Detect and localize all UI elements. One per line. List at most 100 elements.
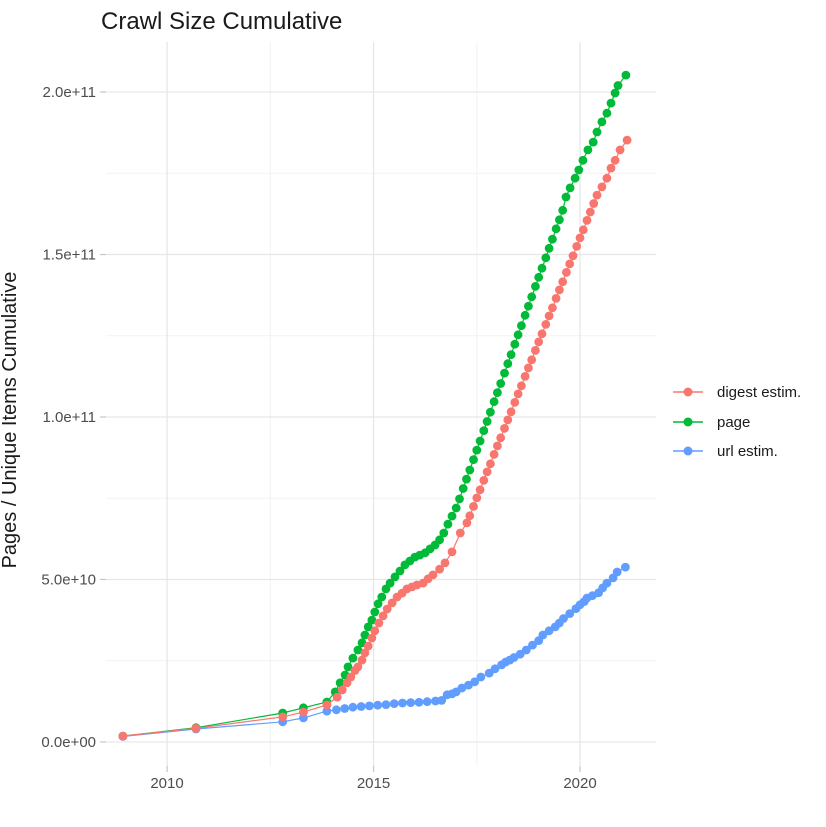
data-point [406, 698, 416, 707]
data-point [602, 173, 612, 183]
data-point [558, 205, 568, 215]
data-point [482, 467, 492, 477]
data-point [335, 678, 345, 688]
data-point [597, 182, 607, 192]
data-point [373, 700, 383, 710]
legend-item-digest-estim: digest estim. [673, 384, 801, 401]
data-point [447, 547, 457, 557]
data-point [363, 622, 373, 632]
data-point [500, 368, 509, 378]
data-point [583, 145, 593, 155]
data-point [439, 528, 449, 538]
data-point [470, 677, 480, 687]
data-point [299, 707, 308, 717]
data-point [348, 653, 358, 663]
data-point [367, 615, 377, 625]
legend-item-url-estim: url estim. [673, 443, 778, 460]
data-point [555, 285, 564, 295]
data-point [457, 683, 467, 693]
data-point [458, 484, 468, 493]
data-point [443, 519, 453, 529]
data-point [559, 614, 568, 623]
data-point [538, 630, 548, 640]
data-point [278, 712, 288, 722]
data-point [506, 407, 516, 417]
data-point [472, 493, 482, 503]
data-point [534, 272, 544, 282]
data-point [455, 494, 464, 504]
data-point [370, 626, 380, 636]
data-point [503, 415, 513, 425]
data-point [353, 662, 363, 672]
data-point [428, 570, 438, 580]
data-point [527, 355, 537, 365]
data-point [395, 566, 405, 576]
data-point [558, 277, 568, 287]
data-point [475, 436, 485, 446]
x-tick-label: 2015 [357, 775, 390, 792]
data-point [537, 263, 547, 273]
data-point [551, 224, 561, 234]
data-point [469, 455, 478, 464]
data-point [422, 697, 432, 707]
data-point [555, 215, 564, 225]
legend-key-point [683, 446, 693, 456]
legend-item-page: page [673, 414, 750, 431]
data-point [544, 311, 554, 321]
plot-panel [106, 42, 656, 766]
data-point [435, 564, 444, 574]
data-point [348, 702, 358, 712]
legend-key-point [683, 417, 693, 427]
data-point [465, 465, 475, 475]
data-point [390, 572, 400, 582]
data-point [447, 511, 457, 521]
data-point [357, 655, 367, 665]
data-point [367, 633, 377, 643]
data-point [544, 243, 554, 253]
data-point [610, 155, 620, 165]
data-point [389, 699, 399, 708]
data-point [565, 183, 575, 193]
data-point [602, 578, 612, 588]
data-point [486, 459, 495, 469]
data-point [363, 641, 373, 651]
data-point [622, 135, 632, 145]
data-point [493, 441, 502, 451]
chart-title: Crawl Size Cumulative [101, 8, 342, 35]
legend-label: url estim. [717, 443, 778, 460]
data-point [500, 424, 509, 433]
data-point [610, 88, 620, 98]
data-point [513, 330, 523, 340]
data-point [521, 645, 531, 655]
data-point [346, 672, 356, 682]
data-point [565, 609, 575, 618]
data-point [489, 397, 499, 407]
data-point [621, 70, 631, 80]
data-point [360, 630, 370, 640]
data-point [613, 81, 623, 90]
data-point [475, 485, 485, 495]
data-point [360, 648, 370, 658]
data-point [513, 389, 523, 399]
data-point [612, 567, 622, 577]
data-point [340, 704, 350, 713]
data-point [510, 398, 520, 407]
data-point [561, 192, 571, 202]
series-digest-estim- [118, 135, 632, 741]
data-point [476, 672, 486, 682]
legend: digest estim. page url estim. [673, 384, 801, 460]
data-point [528, 640, 537, 650]
data-point [592, 190, 602, 200]
data-point [440, 558, 450, 568]
data-point [482, 417, 492, 426]
data-point [489, 450, 499, 459]
data-point [524, 363, 533, 373]
data-point [373, 599, 383, 609]
data-point [534, 337, 544, 347]
data-point [356, 702, 366, 711]
data-point [520, 310, 530, 320]
data-point [118, 731, 128, 741]
data-point [510, 339, 520, 349]
y-tick-label: 5.0e+10 [41, 572, 96, 589]
